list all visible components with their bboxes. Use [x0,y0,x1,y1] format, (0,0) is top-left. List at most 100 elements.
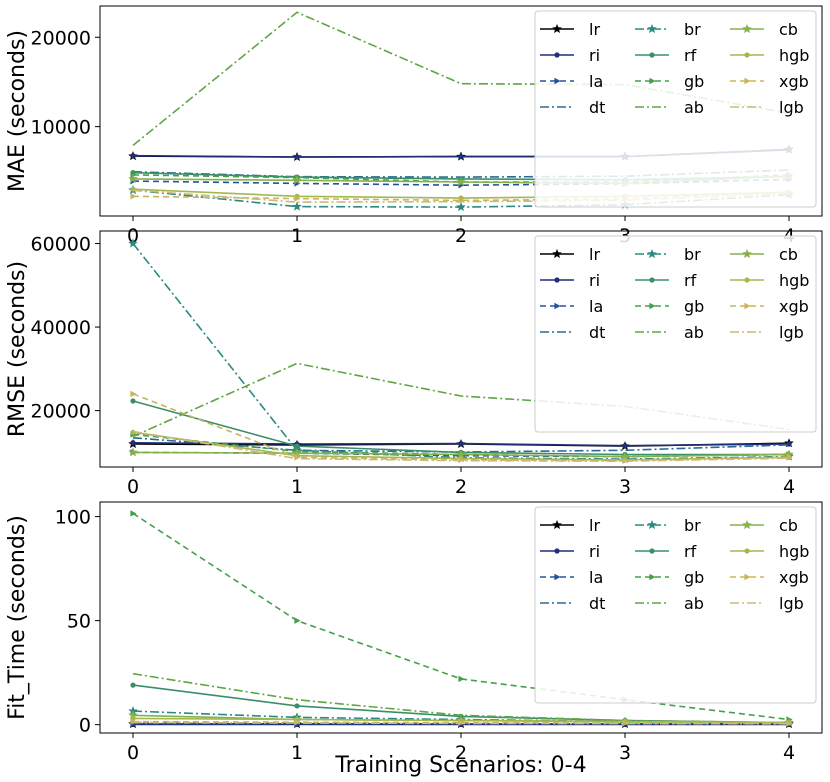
legend-marker-xgb [744,573,751,581]
series-line-gb [132,512,790,721]
legend-marker-gb [649,77,656,85]
point-gb [130,510,137,517]
point-ri [130,440,136,446]
point-ri [458,441,464,447]
legend-label-la: la [589,568,603,587]
legend-label-dt: dt [589,98,605,117]
point-br [292,201,302,211]
point-br [128,238,138,248]
legend-label-lgb: lgb [779,594,804,613]
legend-label-dt: dt [589,594,605,613]
legend-marker-hgb [744,548,750,554]
legend-label-hgb: hgb [779,271,809,290]
point-xgb [458,456,465,464]
chart-panel-0: 012341000020000MAE (seconds)lrriladtbrrf… [5,5,823,247]
legend-label-ri: ri [589,542,600,561]
x-axis-label: Training Scenarios: 0-4 [334,753,586,778]
legend-label-br: br [684,516,701,535]
legend-marker-ri [554,548,560,554]
point-xgb [294,195,301,202]
legend-label-hgb: hgb [779,46,809,65]
x-tick-label: 1 [291,476,303,498]
legend-label-rf: rf [684,46,697,65]
point-cb [128,447,138,457]
y-tick-label: 50 [67,611,91,633]
legend-label-gb: gb [684,568,704,587]
legend-marker-lr [552,248,562,259]
legend-marker-cb [742,519,752,530]
legend-label-cb: cb [779,516,798,535]
point-xgb [786,453,793,461]
legend-marker-rf [649,277,655,283]
point-xgb [622,719,629,727]
point-ri [622,443,628,449]
legend-label-hgb: hgb [779,542,809,561]
legend-label-ab: ab [684,323,704,342]
legend-label-cb: cb [779,20,798,39]
legend-marker-cb [742,248,752,259]
legend-label-lr: lr [589,20,600,39]
y-tick-label: 0 [79,715,91,737]
point-cb [128,173,138,184]
legend-label-ri: ri [589,271,600,290]
legend-marker-xgb [744,77,751,85]
point-ri [294,154,300,160]
x-tick-label: 2 [455,225,467,247]
y-axis-label: MAE (seconds) [5,30,30,192]
point-br [456,201,466,212]
legend-marker-lr [552,519,562,530]
point-ri [130,153,136,159]
legend-label-lgb: lgb [779,323,804,342]
x-tick-label: 1 [291,742,303,764]
legend-marker-hgb [744,277,750,283]
legend-marker-la [554,573,561,581]
point-rf [130,682,136,688]
legend: lr ri la dt br rf gb ab cb hgb xgb lgb [534,235,817,433]
chart-panel-2: 0 1 2 3 4 0 50 100 Fit_Time (seconds) Training Sc… [5,501,823,778]
legend-label-xgb: xgb [779,568,809,587]
legend-marker-gb [649,302,656,310]
y-axis-label: Fit_Time (seconds) [5,515,30,720]
point-xgb [130,193,137,200]
legend-label-ab: ab [684,594,704,613]
y-tick-label: 10000 [31,117,91,139]
point-xgb [130,390,137,398]
y-tick-label: 40000 [31,317,91,339]
y-axis-label: RMSE (seconds) [5,261,30,437]
x-tick-label: 4 [783,742,795,764]
legend-marker-gb [649,573,656,581]
legend-marker-cb [742,23,752,34]
y-tick-label: 60000 [31,234,91,256]
point-xgb [294,718,301,726]
legend-label-ri: ri [589,46,600,65]
legend-marker-br [647,248,657,259]
x-tick-label: 0 [127,742,139,764]
point-rf [294,703,300,709]
legend-box [534,506,817,704]
series-line-lgb [132,721,790,725]
legend-label-ab: ab [684,98,704,117]
x-tick-label: 3 [619,742,631,764]
y-tick-label: 20000 [31,27,91,49]
series-group [128,510,794,729]
point-gb [458,675,465,683]
legend-label-la: la [589,297,603,316]
legend-label-rf: rf [684,271,697,290]
point-ri [786,441,792,447]
legend-label-lr: lr [589,516,600,535]
legend-marker-hgb [744,52,750,58]
legend: lr ri la dt br rf gb ab cb hgb xgb lgb [534,10,817,208]
legend-box [534,10,817,208]
legend-marker-rf [649,548,655,554]
point-ri [458,153,464,160]
legend-marker-rf [649,52,655,58]
legend-label-lgb: lgb [779,98,804,117]
point-gb [294,617,301,624]
legend-label-br: br [684,20,701,39]
x-tick-label: 1 [291,225,303,247]
legend-label-lr: lr [589,245,600,264]
legend-marker-la [554,302,561,310]
legend-marker-ri [554,52,560,58]
y-tick-label: 100 [55,507,91,529]
